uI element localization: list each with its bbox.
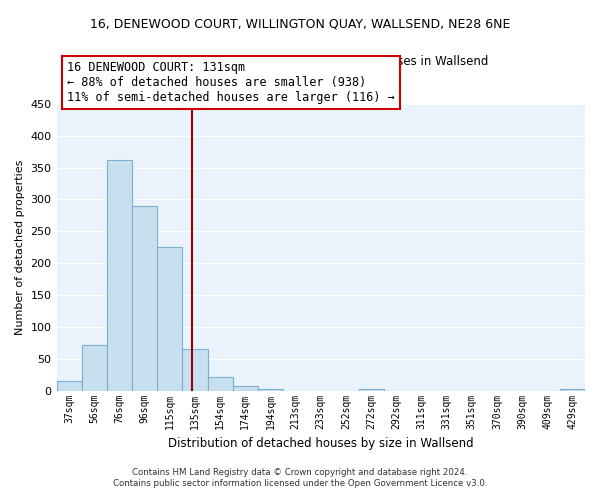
Title: Size of property relative to detached houses in Wallsend: Size of property relative to detached ho… — [154, 55, 488, 68]
Text: Contains HM Land Registry data © Crown copyright and database right 2024.
Contai: Contains HM Land Registry data © Crown c… — [113, 468, 487, 487]
Bar — [560, 388, 585, 390]
Y-axis label: Number of detached properties: Number of detached properties — [15, 160, 25, 335]
Text: 16, DENEWOOD COURT, WILLINGTON QUAY, WALLSEND, NE28 6NE: 16, DENEWOOD COURT, WILLINGTON QUAY, WAL… — [90, 18, 510, 30]
Bar — [208, 376, 233, 390]
Bar — [182, 349, 208, 391]
Bar — [157, 246, 182, 390]
Bar — [56, 381, 82, 390]
Bar — [132, 206, 157, 390]
Text: 16 DENEWOOD COURT: 131sqm
← 88% of detached houses are smaller (938)
11% of semi: 16 DENEWOOD COURT: 131sqm ← 88% of detac… — [67, 61, 395, 104]
Bar — [107, 160, 132, 390]
X-axis label: Distribution of detached houses by size in Wallsend: Distribution of detached houses by size … — [168, 437, 473, 450]
Bar — [82, 345, 107, 391]
Bar — [233, 386, 258, 390]
Bar — [258, 388, 283, 390]
